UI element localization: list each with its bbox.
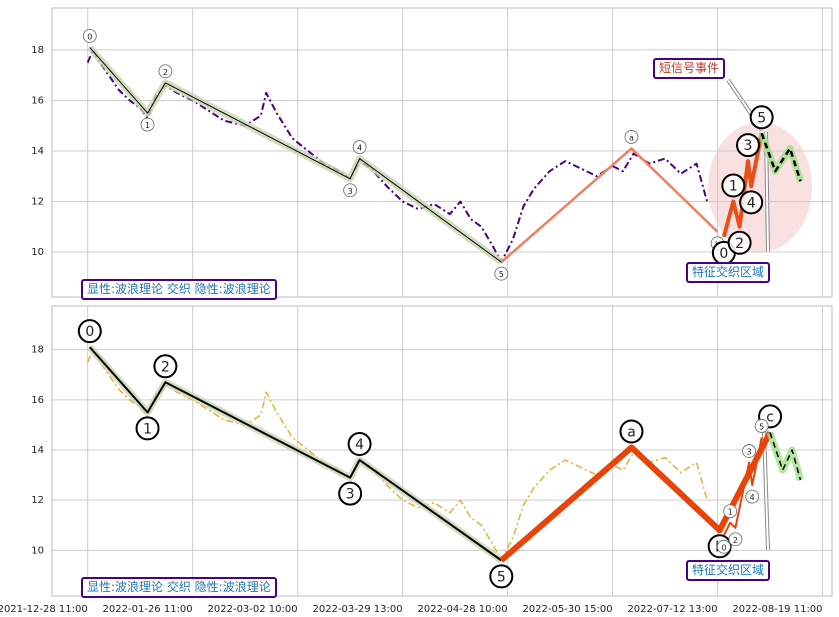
- wave-label-circle: [716, 539, 731, 554]
- wave-label: a: [627, 424, 636, 440]
- y-tick-label: 16: [31, 95, 44, 106]
- wave-label-circle: [727, 230, 752, 255]
- y-tick-label: 10: [31, 247, 44, 258]
- wave-label-circle: [728, 532, 743, 547]
- wave-label: 1: [728, 508, 733, 517]
- wave-band: [87, 344, 504, 564]
- wave-label: 0: [85, 324, 94, 340]
- wave-label: 2: [735, 236, 744, 252]
- wave-label: 0: [719, 246, 728, 262]
- wave-band: [87, 45, 504, 265]
- wave-label-circle: [754, 419, 769, 433]
- plot-area: [51, 7, 833, 298]
- wave-label: 0: [87, 32, 92, 41]
- wave-label: 5: [497, 569, 506, 585]
- wave-label-circle: [347, 432, 372, 457]
- y-tick-label: 14: [31, 445, 44, 456]
- wave-label-circle: [736, 133, 761, 158]
- wave-label: 3: [346, 487, 355, 503]
- wave-label-circle: [338, 481, 363, 506]
- wave-label-circle: [140, 117, 155, 132]
- wave-label: c: [766, 409, 774, 425]
- wave-label-circle: [153, 354, 178, 379]
- annotation: 显性:波浪理论 交织 隐性:波浪理论: [81, 279, 277, 300]
- wave-label-circle: [158, 64, 173, 79]
- x-tick-label: 2022-03-29 13:00: [313, 604, 403, 615]
- y-tick-label: 14: [31, 146, 44, 157]
- series-line: [722, 437, 763, 536]
- wave-label-circle: [739, 190, 764, 215]
- series-line: [89, 346, 502, 562]
- series-line: [760, 132, 802, 182]
- wave-band: [766, 431, 804, 482]
- wave-label: 1: [729, 179, 738, 195]
- plot-area: [51, 305, 833, 597]
- wave-label: 4: [357, 144, 362, 153]
- series-line: [87, 348, 708, 562]
- wave-label: 4: [355, 437, 364, 453]
- annotation: 显性:波浪理论 交织 隐性:波浪理论: [81, 577, 277, 598]
- wave-label: a: [629, 133, 634, 142]
- wave-label: 5: [499, 270, 504, 279]
- series-line: [89, 47, 502, 263]
- wave-label-circle: [135, 416, 160, 441]
- y-tick-label: 10: [31, 545, 44, 556]
- wave-label-circle: [742, 444, 756, 458]
- wave-label: 4: [747, 195, 756, 211]
- series-line: [769, 432, 802, 481]
- annotation: 特征交织区域: [686, 262, 771, 283]
- x-tick-label: 2021-12-28 11:00: [0, 604, 88, 615]
- wave-label-circle: [745, 489, 760, 504]
- x-tick-label: 2022-05-30 15:00: [522, 604, 612, 615]
- x-tick-label: 2022-03-02 10:00: [208, 604, 298, 615]
- wave-label: 3: [348, 187, 353, 196]
- wave-label-circle: [619, 419, 644, 444]
- wave-label: 2: [161, 359, 170, 375]
- annotation: 短信号事件: [653, 58, 726, 79]
- series-line: [500, 147, 719, 264]
- wave-label: 2: [163, 68, 168, 77]
- wave-label-circle: [494, 266, 509, 281]
- wave-label-circle: [343, 183, 358, 198]
- wave-label: 0: [721, 543, 726, 552]
- series-line: [86, 48, 709, 264]
- wave-label: 2: [733, 536, 738, 545]
- wave-label-circle: [77, 319, 102, 344]
- wave-label-circle: [82, 29, 97, 43]
- wave-label-circle: [624, 130, 639, 144]
- wave-label-circle: [352, 140, 367, 154]
- wave-label: 5: [757, 110, 766, 126]
- x-tick-label: 2022-04-28 10:00: [417, 604, 507, 615]
- wave-label: 3: [747, 448, 752, 457]
- y-tick-label: 12: [31, 495, 44, 506]
- y-tick-label: 12: [31, 197, 44, 208]
- wave-label: 1: [143, 421, 152, 437]
- wave-label: 5: [759, 422, 764, 431]
- wave-label: 1: [145, 121, 150, 130]
- x-tick-label: 2022-08-19 11:00: [732, 604, 822, 615]
- y-tick-label: 16: [31, 395, 44, 406]
- x-tick-label: 2022-01-26 11:00: [103, 604, 193, 615]
- wave-label: 3: [744, 138, 753, 154]
- wave-label-circle: [749, 105, 774, 130]
- wave-label: 4: [750, 493, 755, 502]
- annotation: 特征交织区域: [686, 560, 771, 581]
- x-tick-label: 2022-07-12 13:00: [627, 604, 717, 615]
- wave-label-circle: [723, 504, 738, 519]
- y-tick-label: 18: [31, 345, 44, 356]
- wave-label-circle: [489, 564, 514, 589]
- y-tick-label: 18: [31, 45, 44, 56]
- wave-label-circle: [721, 173, 746, 198]
